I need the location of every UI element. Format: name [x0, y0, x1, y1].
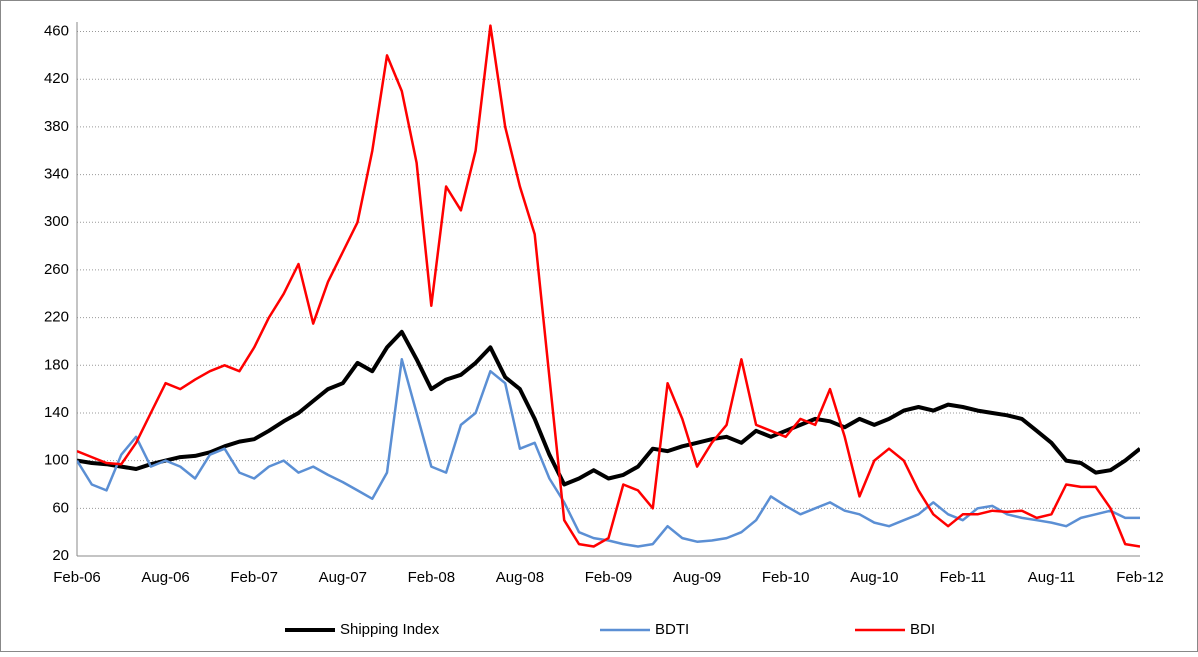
series-line	[77, 24, 1140, 548]
x-tick-label: Aug-10	[850, 569, 898, 586]
y-tick-label: 340	[44, 166, 69, 183]
y-tick-label: 460	[44, 23, 69, 40]
x-tick-label: Feb-11	[940, 569, 986, 586]
x-tick-label: Feb-07	[230, 569, 278, 586]
y-tick-label: 300	[44, 213, 69, 230]
x-tick-label: Feb-06	[53, 569, 101, 586]
y-tick-label: 420	[44, 70, 69, 87]
legend-label: BDTI	[655, 621, 689, 638]
y-tick-label: 20	[52, 547, 69, 564]
y-tick-label: 60	[52, 499, 69, 516]
y-tick-label: 180	[44, 356, 69, 373]
series-line	[77, 358, 1140, 548]
x-tick-label: Aug-09	[673, 569, 721, 586]
y-tick-label: 100	[44, 452, 69, 469]
x-tick-label: Aug-08	[496, 569, 544, 586]
y-tick-label: 220	[44, 309, 69, 326]
x-tick-label: Aug-11	[1028, 569, 1075, 586]
x-tick-label: Feb-12	[1116, 569, 1164, 586]
series-line	[77, 329, 1140, 487]
plot-area	[77, 24, 1140, 548]
y-tick-label: 260	[44, 261, 69, 278]
x-tick-label: Feb-09	[585, 569, 633, 586]
y-tick-label: 140	[44, 404, 69, 421]
legend-label: BDI	[910, 621, 935, 638]
x-tick-label: Feb-10	[762, 569, 810, 586]
legend-label: Shipping Index	[340, 621, 440, 638]
x-tick-label: Aug-06	[141, 569, 189, 586]
x-tick-label: Feb-08	[408, 569, 456, 586]
x-tick-label: Aug-07	[319, 569, 367, 586]
y-tick-label: 380	[44, 118, 69, 135]
